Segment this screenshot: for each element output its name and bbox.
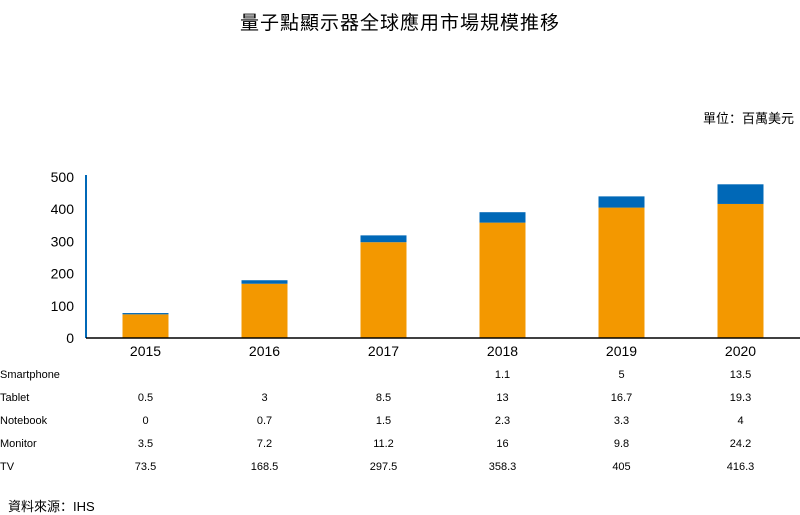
x-tick-label: 2015	[130, 343, 161, 359]
table-cell: 3	[261, 392, 268, 404]
table-cell: 16.7	[610, 392, 633, 404]
table-cell: 24.2	[729, 438, 752, 450]
table-cell: 13	[496, 392, 509, 404]
table-cell: 19.3	[729, 392, 752, 404]
table-cell: 0.5	[137, 392, 154, 404]
x-tick-label: 2018	[487, 343, 518, 359]
y-tick-label: 500	[51, 169, 75, 185]
table-cell: 0.7	[256, 415, 273, 427]
table-cell: 8.5	[375, 392, 392, 404]
source-note: 資料來源：IHS	[8, 499, 95, 514]
table-cell: 73.5	[134, 461, 157, 473]
bar-tv	[360, 242, 407, 338]
table-cell: 1.1	[494, 369, 511, 381]
bar-tv	[241, 283, 288, 338]
bar-tv	[598, 207, 645, 338]
table-cell: 0	[142, 415, 149, 427]
bar-tv	[479, 222, 526, 338]
table-cell: 358.3	[488, 461, 517, 473]
stacked-bar-chart: 0 100 200 300 400 500 2015 2016 2017 2018 2019 2020	[51, 169, 800, 359]
table-cell: 11.2	[373, 438, 394, 450]
table-cell: 1.5	[375, 415, 392, 427]
table-cell: 13.5	[729, 369, 752, 381]
table-row-label: Monitor	[0, 438, 37, 450]
table-row-label: Smartphone	[0, 369, 60, 381]
table-cell: 3.3	[613, 415, 630, 427]
table-cell: 405	[612, 461, 631, 473]
y-tick-label: 100	[51, 298, 75, 314]
x-tick-label: 2020	[725, 343, 756, 359]
bar-tv	[122, 314, 169, 338]
y-tick-label: 200	[51, 266, 75, 282]
chart-title: 量子點顯示器全球應用市場規模推移	[239, 13, 560, 34]
bar-others	[122, 313, 169, 315]
x-tick-label: 2016	[249, 343, 280, 359]
bar-others	[598, 196, 645, 208]
y-tick-label: 300	[51, 233, 75, 249]
table-cell: 4	[737, 415, 744, 427]
table-cell: 16	[496, 438, 509, 450]
y-tick-label: 400	[51, 201, 75, 217]
table-cell: 5	[618, 369, 625, 381]
bar-others	[241, 280, 288, 284]
table-cell: 297.5	[369, 461, 398, 473]
table-row-label: Tablet	[0, 392, 30, 404]
table-cell: 416.3	[726, 461, 755, 473]
x-tick-label: 2017	[368, 343, 399, 359]
table-cell: 3.5	[137, 438, 154, 450]
bar-others	[717, 184, 764, 204]
table-cell: 168.5	[250, 461, 279, 473]
bar-others	[479, 212, 526, 223]
unit-label: 單位：百萬美元	[702, 111, 794, 126]
table-cell: 2.3	[494, 415, 511, 427]
table-row-label: TV	[0, 461, 15, 473]
x-tick-label: 2019	[606, 343, 637, 359]
bar-tv	[717, 203, 764, 338]
y-tick-label: 0	[66, 330, 74, 346]
table-row-label: Notebook	[0, 415, 48, 427]
bar-others	[360, 235, 407, 243]
table-cell: 9.8	[613, 438, 630, 450]
table-cell: 7.2	[256, 438, 273, 450]
